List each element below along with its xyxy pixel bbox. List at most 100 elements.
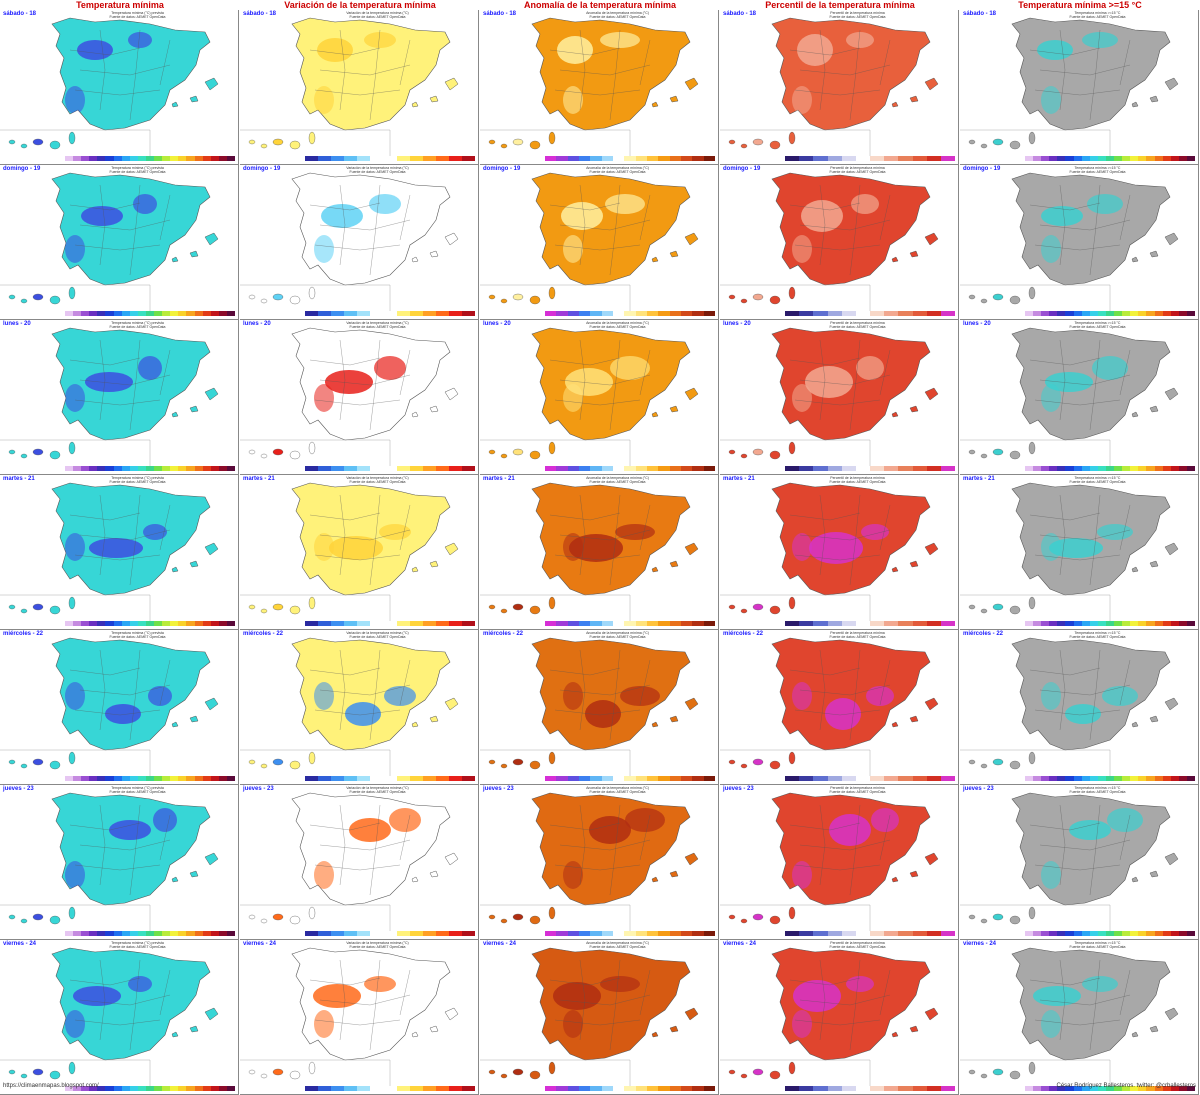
map-panel-4-3[interactable]: martes - 21 Anomalía de la temperatura mí… — [480, 475, 719, 630]
map-panel-7-4[interactable]: viernes - 24 Percentil de la temperatura … — [720, 940, 959, 1095]
peninsula-shape — [51, 947, 211, 1061]
panel-subtitle-text: Temperatura mínima (°C) prevista — [111, 786, 164, 790]
panel-subtitle: Variación de la temperatura mínima (°C) F… — [285, 941, 470, 949]
colorbar — [1025, 776, 1195, 781]
map-panel-4-2[interactable]: martes - 21 Variación de la temperatura m… — [240, 475, 479, 630]
spain-map — [480, 327, 699, 466]
balearic-islands — [684, 77, 699, 91]
panel-subtitle: Percentil de la temperatura mínima Fuente… — [765, 11, 950, 19]
day-label: martes - 21 — [483, 476, 515, 482]
balearic-islands — [924, 1007, 939, 1021]
balearic-islands — [924, 542, 939, 556]
map-panel-2-3[interactable]: domingo - 19 Anomalía de la temperatura m… — [480, 165, 719, 320]
map-panel-2-4[interactable]: domingo - 19 Percentil de la temperatura … — [720, 165, 959, 320]
map-panel-2-5[interactable]: domingo - 19 Temperatura mínima >=15 °C Fu… — [960, 165, 1199, 320]
panel-subtitle: Temperatura mínima (°C) prevista Fuente d… — [45, 11, 230, 19]
map-panel-1-4[interactable]: sábado - 18 Percentil de la temperatura m… — [720, 10, 959, 165]
balearic-islands — [684, 1007, 699, 1021]
map-panel-7-5[interactable]: viernes - 24 Temperatura mínima >=15 °C Fu… — [960, 940, 1199, 1095]
map-panel-3-4[interactable]: lunes - 20 Percentil de la temperatura mí… — [720, 320, 959, 475]
day-label: miércoles - 22 — [483, 631, 524, 637]
panel-subtitle-text: Percentil de la temperatura mínima — [830, 786, 885, 790]
map-panel-5-4[interactable]: miércoles - 22 Percentil de la temperatur… — [720, 630, 959, 785]
panel-subtitle: Anomalía de la temperatura mínima (°C) Fu… — [525, 941, 710, 949]
map-panel-4-1[interactable]: martes - 21 Temperatura mínima (°C) previ… — [0, 475, 239, 630]
map-panel-1-2[interactable]: sábado - 18 Variación de la temperatura m… — [240, 10, 479, 165]
footer-url[interactable]: https://climaenmapas.blogspot.com/ — [3, 1083, 99, 1089]
canary-islands — [968, 751, 1036, 770]
map-panel-3-3[interactable]: lunes - 20 Anomalía de la temperatura mín… — [480, 320, 719, 475]
peninsula-shape — [1011, 482, 1171, 596]
peninsula-shape — [1011, 637, 1171, 751]
balearic-islands — [684, 232, 699, 246]
source-note: Fuente de datos: AEMET OpenData — [109, 480, 166, 484]
canary-islands — [968, 131, 1036, 150]
canary-islands — [8, 1061, 76, 1080]
panel-subtitle-text: Variación de la temperatura mínima (°C) — [346, 631, 409, 635]
balearic-islands — [684, 852, 699, 866]
balearic-islands — [924, 232, 939, 246]
spain-map — [960, 17, 1179, 156]
panel-subtitle: Temperatura mínima (°C) prevista Fuente d… — [45, 786, 230, 794]
panel-subtitle: Temperatura mínima >=15 °C Fuente de dato… — [1005, 11, 1190, 19]
source-note: Fuente de datos: AEMET OpenData — [829, 945, 886, 949]
map-panel-6-5[interactable]: jueves - 23 Temperatura mínima >=15 °C Fue… — [960, 785, 1199, 940]
day-label: martes - 21 — [3, 476, 35, 482]
map-panel-3-1[interactable]: lunes - 20 Temperatura mínima (°C) previs… — [0, 320, 239, 475]
balearic-islands — [204, 1007, 219, 1021]
map-panel-1-5[interactable]: sábado - 18 Temperatura mínima >=15 °C Fue… — [960, 10, 1199, 165]
map-panel-5-1[interactable]: miércoles - 22 Temperatura mínima (°C) pr… — [0, 630, 239, 785]
panel-subtitle-text: Percentil de la temperatura mínima — [830, 321, 885, 325]
colorbar — [1025, 156, 1195, 161]
map-panel-3-5[interactable]: lunes - 20 Temperatura mínima >=15 °C Fuen… — [960, 320, 1199, 475]
map-panel-4-4[interactable]: martes - 21 Percentil de la temperatura m… — [720, 475, 959, 630]
column-title-2: Variación de la temperatura mínima — [284, 0, 436, 10]
balearic-islands — [444, 1007, 459, 1021]
balearic-islands — [444, 697, 459, 711]
map-panel-6-4[interactable]: jueves - 23 Percentil de la temperatura m… — [720, 785, 959, 940]
source-note: Fuente de datos: AEMET OpenData — [589, 480, 646, 484]
map-panel-4-5[interactable]: martes - 21 Temperatura mínima >=15 °C Fue… — [960, 475, 1199, 630]
panel-subtitle: Variación de la temperatura mínima (°C) F… — [285, 321, 470, 329]
canary-islands — [488, 751, 556, 770]
canary-islands — [968, 286, 1036, 305]
map-panel-3-2[interactable]: lunes - 20 Variación de la temperatura mí… — [240, 320, 479, 475]
spain-map — [960, 172, 1179, 311]
source-note: Fuente de datos: AEMET OpenData — [109, 945, 166, 949]
spain-map — [960, 637, 1179, 776]
spain-map — [720, 327, 939, 466]
canary-islands — [968, 441, 1036, 460]
source-note: Fuente de datos: AEMET OpenData — [349, 790, 406, 794]
spain-map — [240, 637, 459, 776]
map-panel-5-2[interactable]: miércoles - 22 Variación de la temperatur… — [240, 630, 479, 785]
source-note: Fuente de datos: AEMET OpenData — [829, 790, 886, 794]
panel-subtitle: Temperatura mínima (°C) prevista Fuente d… — [45, 321, 230, 329]
panel-subtitle: Variación de la temperatura mínima (°C) F… — [285, 11, 470, 19]
source-note: Fuente de datos: AEMET OpenData — [109, 635, 166, 639]
map-panel-2-2[interactable]: domingo - 19 Variación de la temperatura … — [240, 165, 479, 320]
colorbar — [785, 156, 956, 161]
colorbar — [545, 1086, 715, 1091]
map-panel-1-3[interactable]: sábado - 18 Anomalía de la temperatura mí… — [480, 10, 719, 165]
panel-subtitle-text: Variación de la temperatura mínima (°C) — [346, 941, 409, 945]
map-panel-7-1[interactable]: viernes - 24 Temperatura mínima (°C) prev… — [0, 940, 239, 1095]
map-panel-7-3[interactable]: viernes - 24 Anomalía de la temperatura m… — [480, 940, 719, 1095]
source-note: Fuente de datos: AEMET OpenData — [1069, 170, 1126, 174]
column-title-4: Percentil de la temperatura mínima — [765, 0, 915, 10]
balearic-islands — [1164, 232, 1179, 246]
canary-islands — [488, 131, 556, 150]
day-label: miércoles - 22 — [3, 631, 44, 637]
peninsula-shape — [771, 172, 931, 286]
map-panel-1-1[interactable]: sábado - 18 Temperatura mínima (°C) previ… — [0, 10, 239, 165]
map-panel-6-3[interactable]: jueves - 23 Anomalía de la temperatura mí… — [480, 785, 719, 940]
map-panel-6-2[interactable]: jueves - 23 Variación de la temperatura m… — [240, 785, 479, 940]
spain-map — [720, 17, 939, 156]
map-panel-5-5[interactable]: miércoles - 22 Temperatura mínima >=15 °C… — [960, 630, 1199, 785]
canary-islands — [488, 286, 556, 305]
map-panel-2-1[interactable]: domingo - 19 Temperatura mínima (°C) prev… — [0, 165, 239, 320]
map-panel-6-1[interactable]: jueves - 23 Temperatura mínima (°C) previ… — [0, 785, 239, 940]
map-panel-7-2[interactable]: viernes - 24 Variación de la temperatura … — [240, 940, 479, 1095]
column-title-3: Anomalía de la temperatura mínima — [523, 0, 677, 10]
balearic-islands — [204, 852, 219, 866]
map-panel-5-3[interactable]: miércoles - 22 Anomalía de la temperatura… — [480, 630, 719, 785]
